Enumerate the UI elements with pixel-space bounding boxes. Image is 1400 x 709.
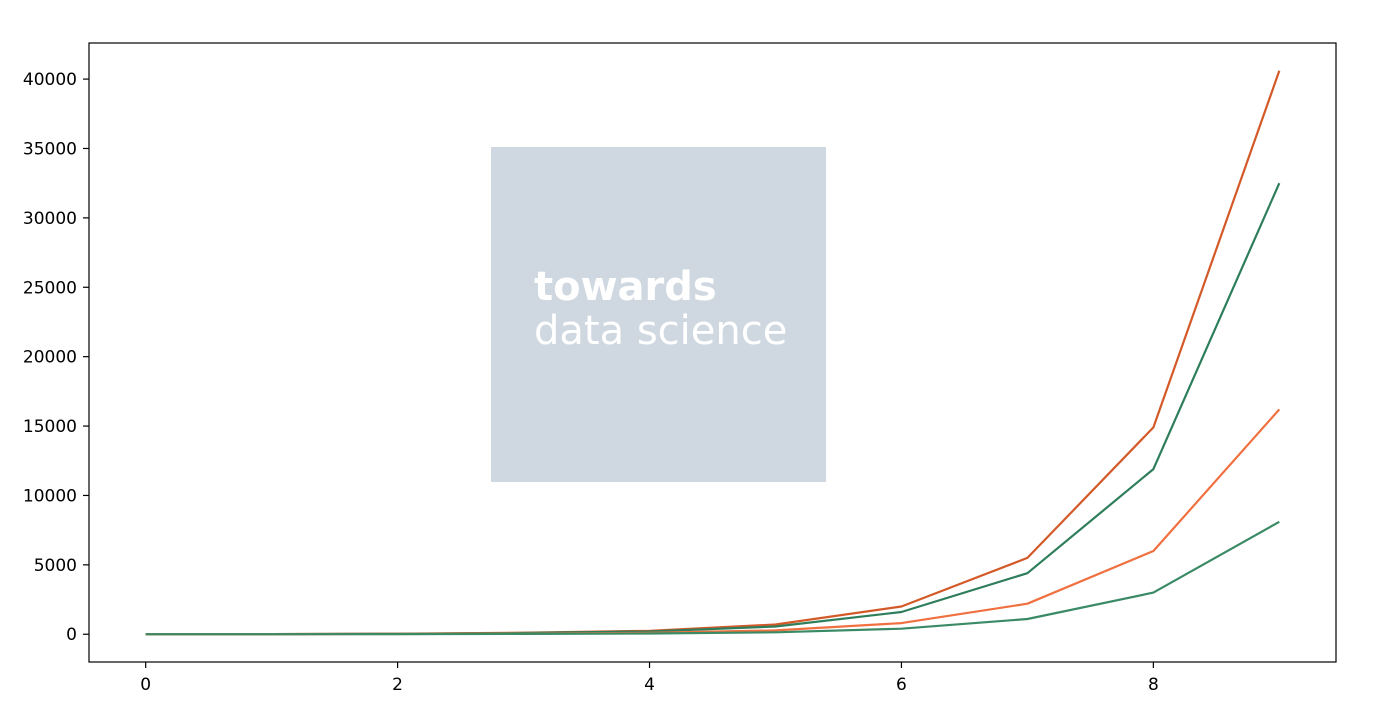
y-tick-label: 10000: [23, 486, 77, 506]
x-tick-label: 6: [896, 675, 907, 695]
y-tick-label: 15000: [23, 417, 77, 437]
y-tick-label: 25000: [23, 278, 77, 298]
watermark-line-1: towards: [534, 264, 717, 310]
watermark-logo: towards data science: [491, 147, 826, 482]
plot-frame: [88, 42, 1337, 663]
y-tick-label: 5000: [34, 556, 77, 576]
x-tick-label: 2: [392, 675, 403, 695]
watermark-line-2: data science: [534, 308, 787, 354]
x-tick-label: 0: [140, 675, 151, 695]
y-tick-label: 30000: [23, 209, 77, 229]
x-tick-label: 4: [644, 675, 655, 695]
axes: 0 2 4 6 8 0 5000 10000 15000 20000 25000 30000 35000…: [23, 42, 1337, 695]
y-tick-label: 35000: [23, 139, 77, 159]
series-line-4: [145, 520, 1280, 636]
y-tick-label: 20000: [23, 348, 77, 368]
y-tick-label: 40000: [23, 70, 77, 90]
watermark-box: [491, 147, 826, 482]
series-layer: [145, 70, 1281, 636]
x-tick-label: 8: [1148, 675, 1159, 695]
y-tick-label: 0: [66, 625, 77, 645]
